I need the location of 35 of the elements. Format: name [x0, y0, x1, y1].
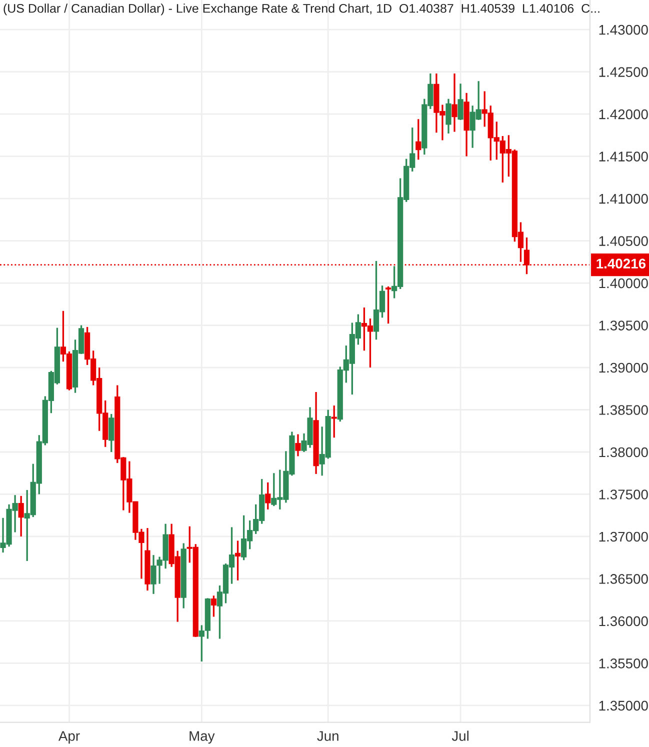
y-tick-label: 1.40000 [599, 278, 648, 288]
candlestick [295, 433, 301, 458]
y-tick-label: 1.42000 [599, 109, 648, 120]
x-tick-label: Jul [452, 730, 468, 741]
y-tick-label: 1.43000 [599, 24, 648, 35]
y-tick-label: 1.39000 [599, 362, 648, 373]
candlestick [452, 72, 458, 133]
y-tick-label: 1.38500 [599, 405, 648, 415]
candlestick [458, 82, 464, 121]
y-tick-label: 1.37000 [599, 532, 648, 542]
y-tick-label: 1.41000 [599, 194, 648, 204]
y-tick-label: 1.40500 [599, 236, 648, 246]
x-tick-label: May [190, 731, 215, 744]
candlestick [234, 540, 241, 582]
y-tick-label: 1.41500 [599, 152, 648, 162]
x-tick-label: Jun [317, 731, 338, 741]
candlestick [265, 482, 271, 510]
candlestick [416, 118, 422, 161]
candlestick [446, 98, 452, 134]
y-tick-label: 1.39500 [599, 320, 648, 330]
y-tick-label: 1.38000 [599, 447, 648, 458]
y-tick-label: 1.35500 [599, 658, 648, 668]
ref-line-label: 1.40216 [596, 258, 646, 269]
candlestick [331, 404, 337, 438]
y-tick-label: 1.36500 [599, 574, 648, 584]
y-tick-label: 1.37500 [599, 490, 648, 500]
candlestick [108, 413, 114, 453]
x-tick-label: Apr [58, 731, 80, 744]
candlestick [18, 495, 24, 538]
y-tick-label: 1.35000 [599, 700, 648, 711]
candlestick [385, 286, 392, 324]
chart-title: (US Dollar / Canadian Dollar) - Live Exchange Rate & Trend Chart, 1D O1.40387 H1.40539 L1.40106 C... [4, 4, 600, 16]
y-tick-label: 1.36000 [599, 616, 648, 626]
candlestick [210, 594, 217, 618]
y-tick-label: 1.42500 [599, 67, 648, 77]
